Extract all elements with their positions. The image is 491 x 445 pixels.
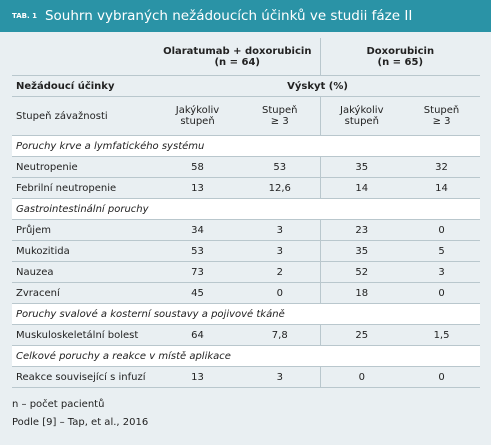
group-n: (n = 64)	[214, 56, 261, 68]
section-row: Celkové poruchy a reakce v místě aplikac…	[12, 345, 481, 367]
value-cell: 7,8	[240, 324, 321, 346]
subheader: Stupeň ≥ 3	[403, 96, 481, 136]
value-cell: 23	[319, 219, 404, 241]
value-cell: 3	[403, 261, 481, 283]
subheader-line: Stupeň	[262, 105, 298, 116]
group-header: Doxorubicin (n = 65)	[319, 38, 481, 76]
row-label: Muskuloskeletální bolest	[12, 324, 155, 346]
data-row: Muskuloskeletální bolest 64 7,8 25 1,5	[12, 324, 481, 346]
subheader-line: stupeň	[344, 116, 379, 127]
data-row: Zvracení 45 0 18 0	[12, 282, 481, 304]
value-cell: 52	[319, 261, 404, 283]
value-cell: 45	[155, 282, 240, 304]
table: Olaratumab + doxorubicin (n = 64) Doxorubi…	[12, 38, 481, 388]
row-label: Febrilní neutropenie	[12, 177, 155, 199]
footnotes: n – počet pacientů Podle [9] – Tap, et al…	[12, 396, 148, 432]
group-name: Olaratumab + doxorubicin	[163, 45, 312, 57]
row-header: Nežádoucí účinky	[12, 75, 155, 97]
section-row: Poruchy krve a lymfatického systému	[12, 135, 481, 157]
footnote: n – počet pacientů	[12, 399, 105, 410]
value-cell: 0	[319, 366, 404, 388]
header-row: Olaratumab + doxorubicin (n = 64) Doxorubi…	[12, 38, 481, 76]
row-label: Zvracení	[12, 282, 155, 304]
value-cell: 12,6	[240, 177, 321, 199]
span-header: Výskyt (%)	[155, 75, 481, 97]
value-cell: 53	[240, 156, 321, 178]
value-cell: 0	[240, 282, 321, 304]
subheader-line: Stupeň	[423, 105, 460, 116]
value-cell: 3	[240, 366, 321, 388]
value-cell: 13	[155, 366, 240, 388]
row-label: Nauzea	[12, 261, 155, 283]
header-row: Stupeň závažnosti Jakýkoliv stupeň Stupeň ≥ …	[12, 96, 481, 136]
subheader-line: Jakýkoliv	[175, 105, 220, 116]
value-cell: 2	[240, 261, 321, 283]
row-label: Reakce související s infuzí	[12, 366, 155, 388]
header-bar: TAB. 1 Souhrn vybraných nežádoucích účin…	[0, 0, 491, 32]
value-cell: 18	[319, 282, 404, 304]
value-cell: 35	[319, 240, 404, 262]
value-cell: 3	[240, 240, 321, 262]
row-label: Neutropenie	[12, 156, 155, 178]
data-row: Nauzea 73 2 52 3	[12, 261, 481, 283]
table-tag: TAB. 1	[12, 12, 37, 20]
value-cell: 1,5	[403, 324, 481, 346]
value-cell: 3	[240, 219, 321, 241]
section-row: Poruchy svalové a kosterní soustavy a po…	[12, 303, 481, 325]
value-cell: 14	[319, 177, 404, 199]
section-title: Celkové poruchy a reakce v místě aplikac…	[12, 345, 481, 367]
subheader-line: ≥ 3	[270, 116, 289, 127]
value-cell: 0	[403, 366, 481, 388]
value-cell: 0	[403, 219, 481, 241]
value-cell: 14	[403, 177, 481, 199]
value-cell: 73	[155, 261, 240, 283]
subheader: Jakýkoliv stupeň	[319, 96, 404, 136]
value-cell: 32	[403, 156, 481, 178]
subheader: Stupeň ≥ 3	[240, 96, 321, 136]
footnote: Podle [9] – Tap, et al., 2016	[12, 417, 149, 428]
value-cell: 64	[155, 324, 240, 346]
value-cell: 13	[155, 177, 240, 199]
data-row: Febrilní neutropenie 13 12,6 14 14	[12, 177, 481, 199]
subheader: Jakýkoliv stupeň	[155, 96, 240, 136]
group-header: Olaratumab + doxorubicin (n = 64)	[155, 38, 321, 76]
subheader-line: stupeň	[180, 116, 215, 127]
group-n: (n = 65)	[377, 56, 424, 68]
empty-cell	[12, 38, 155, 76]
value-cell: 35	[319, 156, 404, 178]
row-label: Průjem	[12, 219, 155, 241]
value-cell: 58	[155, 156, 240, 178]
subheader-line: ≥ 3	[432, 116, 451, 127]
header-row: Nežádoucí účinky Výskyt (%)	[12, 75, 481, 97]
data-row: Mukozitida 53 3 35 5	[12, 240, 481, 262]
data-row: Reakce související s infuzí 13 3 0 0	[12, 366, 481, 388]
value-cell: 25	[319, 324, 404, 346]
table-title: Souhrn vybraných nežádoucích účinků ve s…	[44, 8, 413, 24]
value-cell: 5	[403, 240, 481, 262]
subheader-line: Jakýkoliv	[340, 105, 384, 116]
grade-header: Stupeň závažnosti	[12, 96, 155, 136]
section-title: Gastrointestinální poruchy	[12, 198, 481, 220]
data-row: Neutropenie 58 53 35 32	[12, 156, 481, 178]
value-cell: 0	[403, 282, 481, 304]
row-label: Mukozitida	[12, 240, 155, 262]
data-row: Průjem 34 3 23 0	[12, 219, 481, 241]
section-title: Poruchy krve a lymfatického systému	[12, 135, 481, 157]
value-cell: 53	[155, 240, 240, 262]
section-title: Poruchy svalové a kosterní soustavy a po…	[12, 303, 481, 325]
section-row: Gastrointestinální poruchy	[12, 198, 481, 220]
value-cell: 34	[155, 219, 240, 241]
group-name: Doxorubicin	[366, 45, 435, 57]
